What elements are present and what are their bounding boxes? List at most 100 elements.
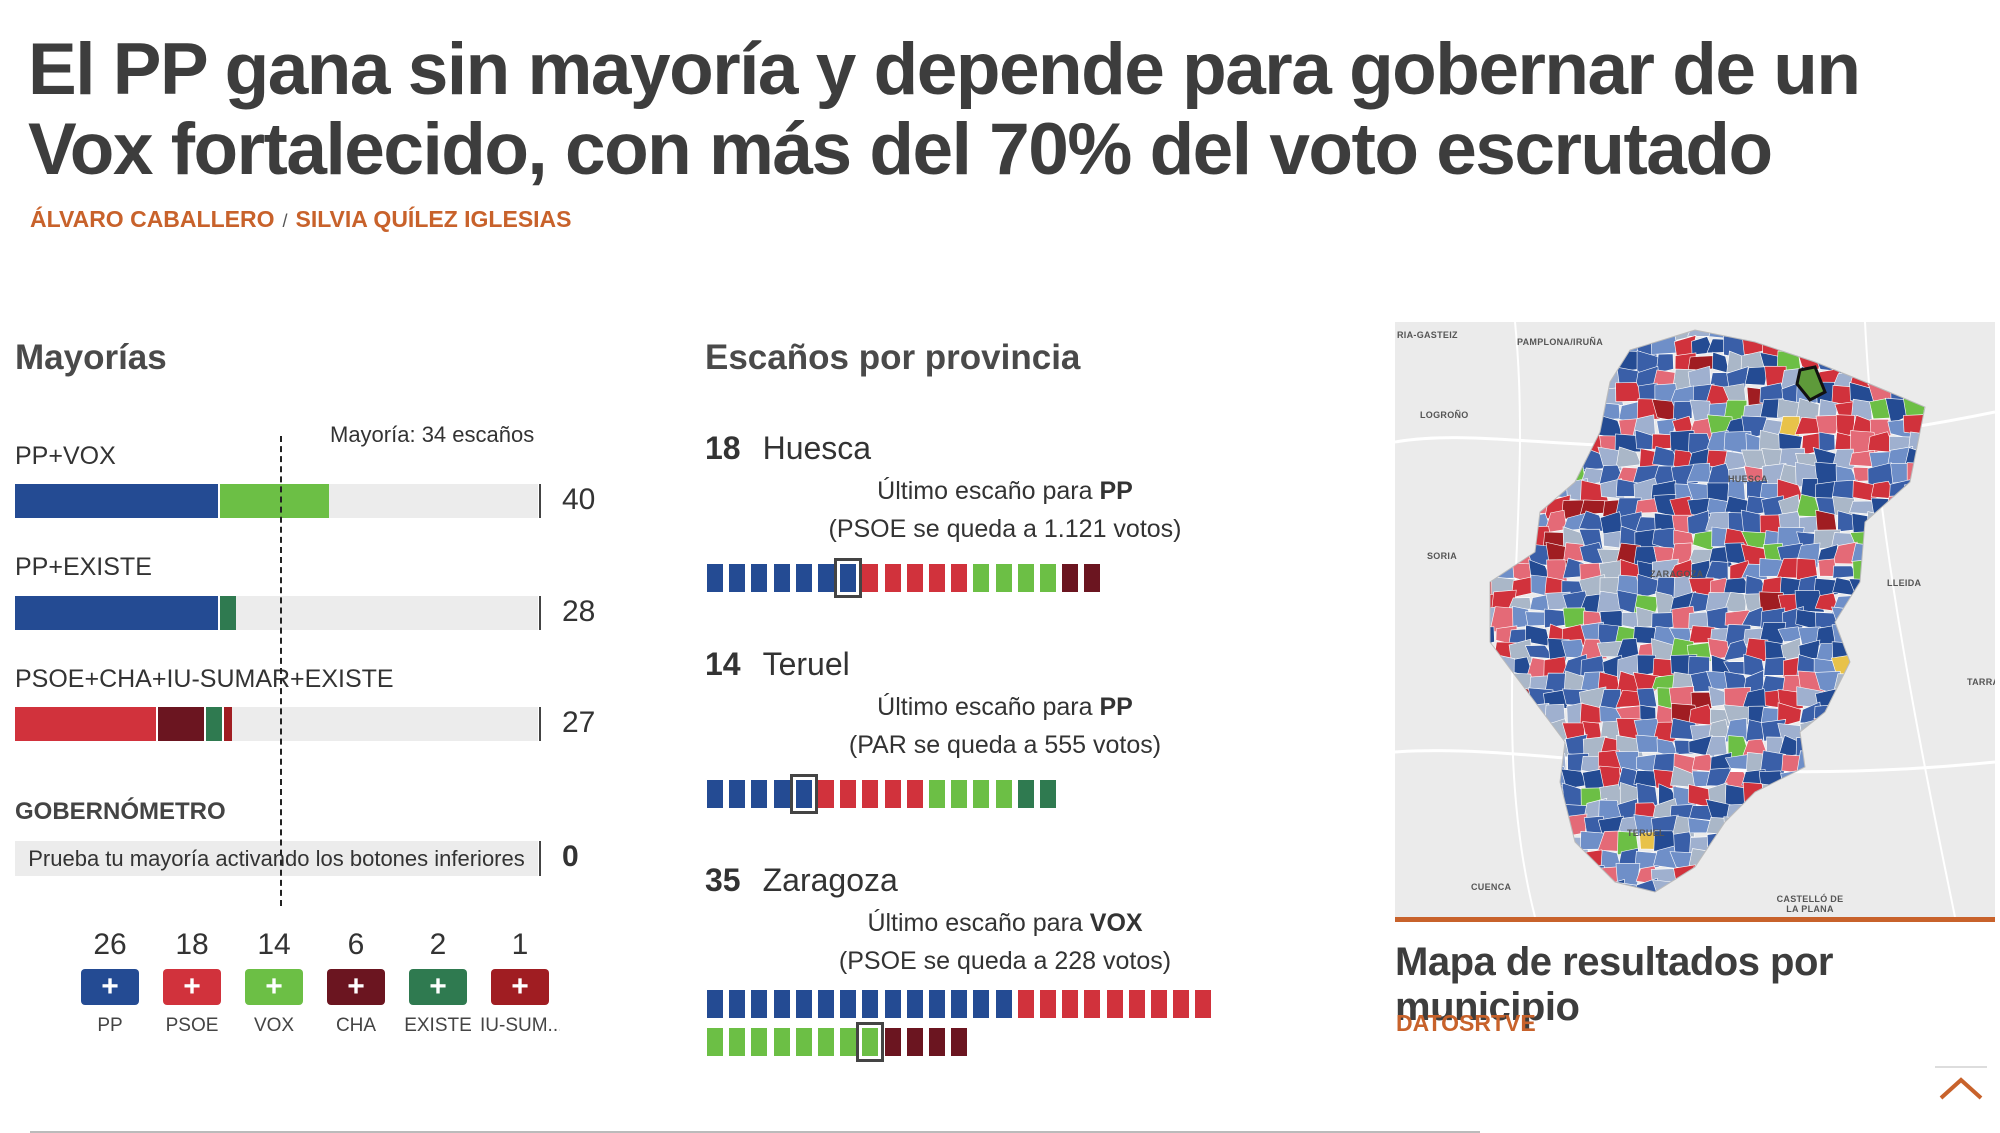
seat-psoe: [951, 564, 968, 592]
scroll-top-button[interactable]: [1935, 1066, 1987, 1108]
seat-pp: [707, 990, 723, 1018]
municipality-area: [1818, 431, 1836, 453]
municipality-area: [1741, 688, 1770, 710]
map-city-label: ZARAGOZA: [1650, 569, 1704, 579]
add-party-button[interactable]: +: [491, 969, 549, 1005]
party-name: IU-SUM...: [480, 1015, 560, 1036]
seat-pp: [707, 564, 723, 592]
seat-pp: [773, 780, 790, 808]
results-map[interactable]: RIA-GASTEIZ PAMPLONA/IRUÑA LOGROÑO HUESC…: [1395, 322, 1995, 917]
seat-psoe: [906, 780, 923, 808]
last-seat-line: Último escaño para PP: [705, 472, 1305, 510]
seat-pp: [751, 780, 768, 808]
party-toggle: 6 + CHA: [316, 925, 396, 1037]
map-city-label: TERUEL: [1627, 828, 1665, 838]
map-city-label: LLEIDA: [1887, 578, 1922, 588]
majority-line: [280, 436, 283, 906]
last-seat-prefix: Último escaño para: [877, 693, 1100, 721]
seat-cha: [1084, 564, 1101, 592]
seat-pp: [973, 990, 990, 1018]
seat-vox: [951, 780, 968, 808]
seat-pp: [773, 990, 790, 1018]
seat-psoe: [884, 780, 901, 808]
seat-psoe: [862, 780, 879, 808]
province-name: Zaragoza: [762, 862, 898, 898]
province-heading: 35 Zaragoza: [705, 862, 898, 899]
party-toggle: 1 + IU-SUM...: [480, 925, 560, 1037]
add-party-button[interactable]: +: [163, 969, 221, 1005]
vote-gap: (PSOE se queda a 228 votos): [838, 947, 1172, 975]
municipality-area: [1815, 414, 1841, 435]
majorities-title: Mayorías: [15, 338, 167, 377]
combo-bar: [15, 484, 538, 518]
add-party-button[interactable]: +: [245, 969, 303, 1005]
province-name: Huesca: [762, 430, 872, 466]
combo-total: 40: [562, 483, 596, 516]
seat-cha: [929, 1028, 945, 1056]
vote-gap: (PSOE se queda a 1.121 votos): [828, 515, 1182, 543]
seat-pp: [795, 564, 812, 592]
bottom-divider: [30, 1131, 1480, 1133]
bar-end-marker: [539, 484, 541, 518]
seat-pp: [789, 774, 818, 814]
map-source[interactable]: DATOSRTVE: [1396, 1010, 1536, 1036]
seat-existe: [1040, 780, 1056, 808]
municipality-area: [1763, 657, 1787, 676]
party-toggle: 2 + EXISTE: [398, 925, 478, 1037]
seat-psoe: [840, 780, 857, 808]
province-name: Teruel: [762, 646, 850, 682]
gobernometro-value: 0: [562, 840, 579, 873]
seat-vox: [995, 780, 1012, 808]
seat-vox: [856, 1022, 885, 1062]
province-note: Último escaño para PP (PAR se queda a 55…: [705, 688, 1305, 764]
map-underline: [1395, 917, 1995, 922]
seat-psoe: [862, 564, 879, 592]
seat-psoe: [1106, 990, 1123, 1018]
seat-pp: [995, 990, 1012, 1018]
seat-pp: [929, 990, 945, 1018]
add-party-button[interactable]: +: [409, 969, 467, 1005]
bar-segment-existe: [204, 707, 222, 741]
bar-segment-existe: [217, 596, 236, 630]
combo-label: PP+VOX: [15, 442, 116, 470]
gobernometro-text: Prueba tu mayoría activando los botones …: [28, 845, 525, 871]
author-link[interactable]: SILVIA QUÍLEZ IGLESIAS: [295, 206, 572, 232]
byline: ÁLVARO CABALLERO / SILVIA QUÍLEZ IGLESIAS: [30, 206, 572, 233]
party-seats: 14: [257, 928, 291, 961]
seat-vox: [840, 1028, 857, 1056]
map-city-label: HUESCA: [1728, 474, 1768, 484]
seat-pp: [751, 564, 768, 592]
headline: El PP gana sin mayoría y depende para go…: [28, 29, 1861, 190]
seat-psoe: [906, 564, 923, 592]
combo-label: PP+EXISTE: [15, 553, 152, 581]
seat-vox: [773, 1028, 790, 1056]
add-party-button[interactable]: +: [327, 969, 385, 1005]
last-seat-party: PP: [1099, 693, 1133, 721]
last-seat-prefix: Último escaño para: [877, 477, 1100, 505]
map-title[interactable]: Mapa de resultados por municipio: [1395, 940, 1833, 1029]
seat-cha: [1062, 564, 1079, 592]
seat-psoe: [818, 780, 834, 808]
map-graphic: [1395, 322, 1995, 917]
seat-cha: [884, 1028, 901, 1056]
gobernometro-title: GOBERNÓMETRO: [15, 798, 226, 825]
provinces-title: Escaños por provincia: [705, 338, 1081, 377]
author-link[interactable]: ÁLVARO CABALLERO: [30, 206, 275, 232]
seat-vox: [818, 1028, 834, 1056]
map-city-label: CASTELLÓ DE LA PLANA: [1776, 894, 1844, 914]
add-party-button[interactable]: +: [81, 969, 139, 1005]
seat-vox: [1017, 564, 1034, 592]
last-seat-party: PP: [1099, 477, 1133, 505]
seat-pp: [818, 564, 834, 592]
party-seats: 6: [347, 928, 365, 961]
byline-separator: /: [282, 211, 288, 231]
party-name: CHA: [335, 1015, 377, 1036]
last-seat-line: Último escaño para PP: [705, 688, 1305, 726]
combo-total: 27: [562, 706, 596, 739]
map-city-label: LOGROÑO: [1420, 410, 1469, 420]
seat-cha: [951, 1028, 968, 1056]
municipality-area: [1635, 734, 1661, 753]
seat-vox: [1040, 564, 1056, 592]
municipality-area: [1726, 366, 1749, 390]
bar-segment-iu-sumar: [221, 707, 232, 741]
